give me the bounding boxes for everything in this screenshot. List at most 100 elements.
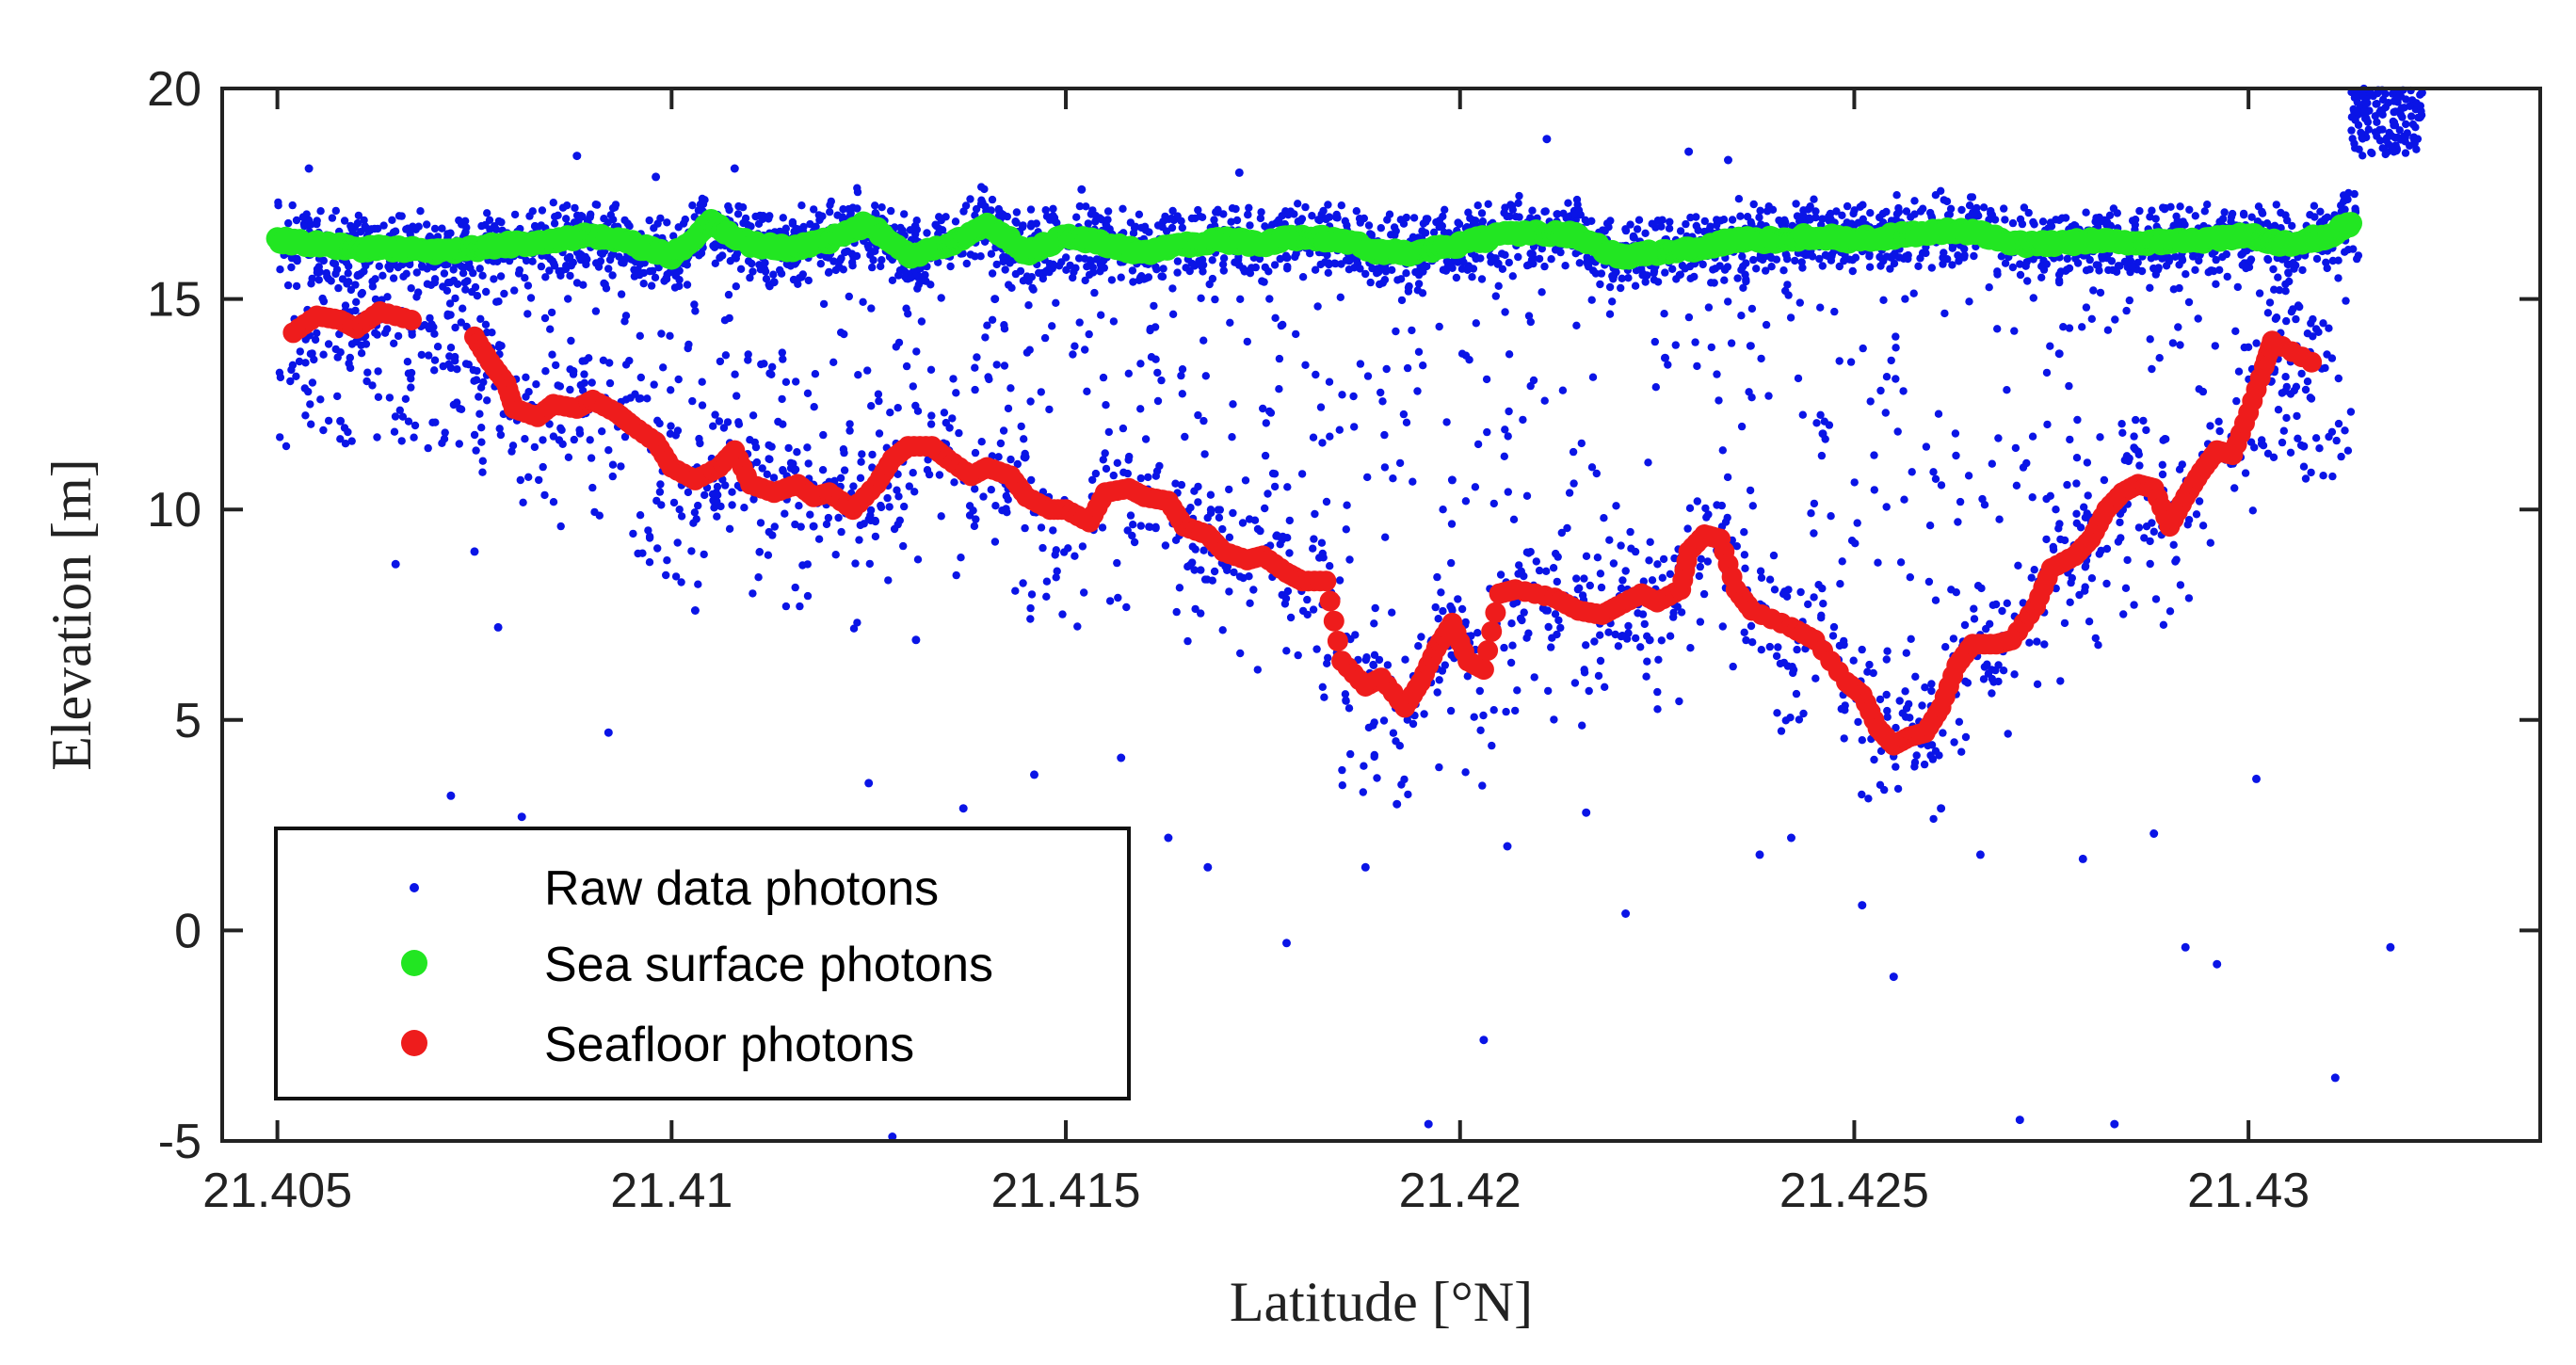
raw-photon-point xyxy=(1993,267,2002,276)
raw-photon-point xyxy=(2140,534,2149,542)
raw-photon-point xyxy=(455,440,463,448)
raw-photon-point xyxy=(1653,705,1662,714)
raw-photon-point xyxy=(1045,405,1054,414)
raw-photon-point xyxy=(1605,536,1614,544)
raw-photon-point xyxy=(1411,267,1420,277)
raw-photon-point xyxy=(1341,690,1350,699)
raw-photon-point xyxy=(1939,260,1947,268)
raw-photon-point xyxy=(1107,276,1117,284)
raw-photon-point xyxy=(2076,523,2085,532)
raw-photon-point xyxy=(1651,383,1661,392)
raw-photon-point xyxy=(1203,862,1213,872)
raw-photon-point xyxy=(453,280,462,288)
raw-photon-point xyxy=(1435,676,1443,684)
raw-photon-point xyxy=(1283,483,1292,491)
raw-photon-point xyxy=(2109,204,2118,213)
raw-photon-point xyxy=(1367,231,1377,239)
raw-photon-point xyxy=(1565,489,1574,497)
raw-photon-point xyxy=(2191,212,2199,220)
raw-photon-point xyxy=(1624,274,1633,282)
raw-photon-point xyxy=(912,217,921,225)
raw-photon-point xyxy=(1129,278,1137,286)
raw-photon-point xyxy=(1939,729,1947,737)
raw-photon-point xyxy=(818,466,828,474)
raw-photon-point xyxy=(1177,217,1185,225)
raw-photon-point xyxy=(1540,262,1549,271)
raw-photon-point xyxy=(1355,215,1364,223)
raw-photon-point xyxy=(1798,410,1808,419)
raw-photon-point xyxy=(1795,715,1804,724)
raw-photon-point xyxy=(1954,251,1962,260)
raw-photon-point xyxy=(473,366,481,376)
raw-photon-point xyxy=(2247,213,2256,221)
raw-photon-point xyxy=(1186,504,1195,512)
raw-photon-point xyxy=(746,273,754,282)
raw-photon-point xyxy=(1087,257,1096,265)
raw-photon-point xyxy=(1482,375,1491,384)
raw-photon-point xyxy=(1283,534,1292,542)
raw-photon-point xyxy=(2010,670,2019,679)
raw-photon-point xyxy=(1832,207,1841,216)
raw-photon-point xyxy=(991,502,1000,510)
raw-photon-point xyxy=(411,421,420,430)
raw-photon-point xyxy=(1370,718,1378,727)
raw-photon-point xyxy=(2211,342,2219,350)
raw-photon-point xyxy=(1085,329,1093,339)
raw-photon-point xyxy=(1075,201,1085,211)
raw-photon-point xyxy=(1389,474,1397,483)
raw-photon-point xyxy=(1816,410,1825,419)
raw-photon-point xyxy=(995,207,1004,216)
raw-photon-point xyxy=(2066,598,2074,606)
raw-photon-point xyxy=(1650,276,1659,284)
raw-photon-point xyxy=(2182,270,2190,279)
raw-photon-point xyxy=(1740,551,1749,559)
raw-photon-point xyxy=(871,201,879,210)
raw-photon-point xyxy=(1582,808,1591,817)
raw-photon-point xyxy=(2147,254,2155,263)
raw-photon-point xyxy=(2178,254,2186,263)
raw-photon-point xyxy=(2378,110,2387,120)
raw-photon-point xyxy=(1139,275,1149,283)
raw-photon-point xyxy=(430,224,440,233)
raw-photon-point xyxy=(1582,641,1590,650)
raw-photon-point xyxy=(1414,642,1423,650)
raw-photon-point xyxy=(374,393,383,401)
raw-photon-point xyxy=(1168,310,1178,318)
raw-photon-point xyxy=(1251,263,1261,272)
raw-photon-point xyxy=(519,498,527,506)
raw-photon-point xyxy=(1378,279,1388,287)
raw-photon-point xyxy=(1907,213,1915,221)
raw-photon-point xyxy=(716,357,725,366)
raw-photon-point xyxy=(2378,125,2387,134)
raw-photon-point xyxy=(1922,442,1931,451)
raw-photon-point xyxy=(2102,579,2111,588)
raw-photon-point xyxy=(1461,497,1471,506)
raw-photon-point xyxy=(1271,313,1280,322)
raw-photon-point xyxy=(950,478,958,487)
raw-photon-point xyxy=(1024,277,1033,285)
raw-photon-point xyxy=(1461,768,1470,777)
raw-photon-point xyxy=(345,278,353,286)
raw-photon-point xyxy=(1770,586,1779,594)
raw-photon-point xyxy=(927,411,936,420)
raw-photon-point xyxy=(1052,298,1060,307)
raw-photon-point xyxy=(1811,213,1820,222)
raw-photon-point xyxy=(1282,647,1291,655)
raw-photon-point xyxy=(883,493,892,503)
raw-photon-point xyxy=(1181,432,1189,442)
raw-photon-point xyxy=(1401,655,1409,664)
raw-photon-point xyxy=(1937,481,1946,490)
raw-photon-point xyxy=(1511,213,1521,221)
raw-photon-point xyxy=(1554,616,1563,625)
raw-photon-point xyxy=(1117,273,1125,281)
raw-photon-point xyxy=(1369,661,1378,669)
raw-photon-point xyxy=(2255,289,2264,297)
raw-photon-point xyxy=(2232,396,2241,406)
raw-photon-point xyxy=(1507,619,1516,628)
raw-photon-point xyxy=(1004,404,1013,413)
raw-photon-point xyxy=(1902,649,1911,657)
raw-photon-point xyxy=(2083,509,2091,518)
raw-photon-point xyxy=(580,378,588,387)
raw-photon-point xyxy=(2222,249,2230,259)
